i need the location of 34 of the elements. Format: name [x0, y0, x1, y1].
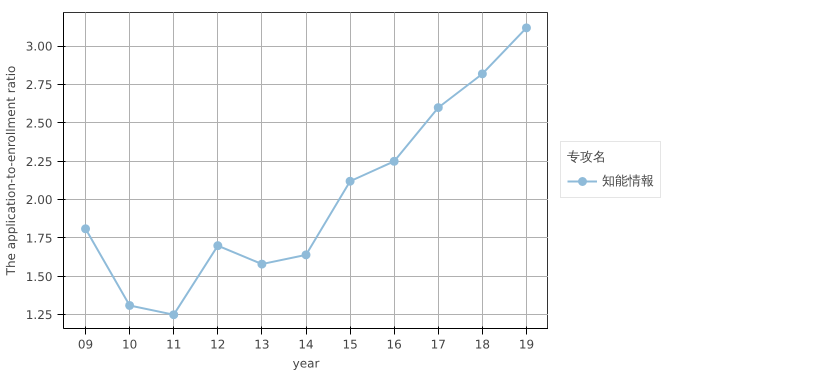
y-tick-label: 1.75 — [26, 231, 52, 246]
point — [125, 301, 134, 310]
legend-title: 专攻名 — [567, 149, 607, 166]
x-tick-label: 18 — [474, 338, 490, 352]
y-tick-label: 2.50 — [26, 116, 52, 130]
point — [213, 241, 222, 250]
point — [346, 176, 355, 186]
x-tick-label: 16 — [386, 338, 402, 352]
y-tick-label: 2.25 — [26, 154, 52, 169]
x-tick-label: 11 — [166, 338, 182, 352]
x-axis-title: year — [292, 356, 320, 370]
y-tick-label: 1.25 — [26, 308, 52, 322]
y-tick-label: 3.00 — [26, 40, 52, 54]
x-tick-label: 15 — [342, 338, 358, 352]
y-tick-label: 1.50 — [26, 270, 52, 284]
x-tick-label: 09 — [78, 338, 94, 352]
point — [478, 69, 487, 78]
point — [522, 23, 531, 32]
legend-label: 知能情報 — [602, 173, 654, 190]
x-tick-label: 12 — [210, 338, 226, 352]
y-tick-label: 2.00 — [26, 193, 52, 208]
x-tick-label: 17 — [430, 338, 446, 352]
y-tick-label: 2.75 — [26, 78, 52, 92]
point — [302, 250, 310, 260]
point — [434, 103, 443, 112]
y-axis-title: The application-to-enrollment ratio — [4, 66, 18, 276]
x-tick-label: 10 — [122, 338, 138, 352]
x-tick-label: 19 — [518, 338, 534, 352]
point — [81, 224, 90, 234]
point — [390, 156, 399, 166]
point — [169, 310, 178, 320]
x-tick-label: 13 — [254, 338, 270, 352]
point — [257, 260, 266, 269]
x-tick-label: 14 — [298, 338, 314, 352]
